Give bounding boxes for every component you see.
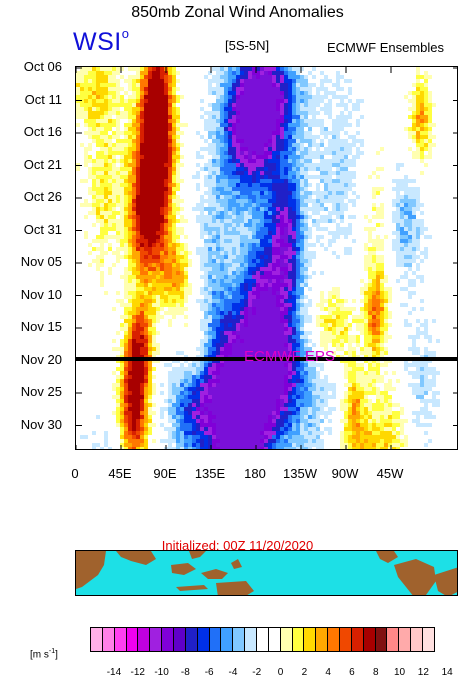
colorbar-swatch: [174, 628, 186, 651]
y-tick-label: Nov 15: [20, 319, 62, 334]
forecast-label: ECMWF EPS: [244, 348, 335, 365]
colorbar-swatch: [399, 628, 412, 651]
colorbar-swatch: [280, 628, 293, 651]
y-tick-label: Oct 06: [23, 59, 62, 74]
y-tick-label: Nov 30: [20, 416, 62, 432]
land-mask: [76, 551, 457, 595]
colorbar-tick-label: 10: [393, 667, 406, 678]
y-tick-label: Nov 10: [20, 286, 62, 302]
colorbar-swatch: [340, 628, 352, 651]
colorbar-swatch: [138, 628, 151, 651]
y-tick-label: Oct 21: [23, 156, 62, 172]
y-tick-label: Oct 11: [24, 91, 62, 107]
colorbar-swatch: [423, 628, 434, 651]
colorbar-swatch: [233, 628, 246, 651]
colorbar-swatch: [363, 628, 376, 651]
region-label: [5S-5N]: [225, 38, 270, 53]
colorbar-tick-label: -10: [154, 667, 169, 678]
initialized-label: Initialized: 00Z 11/20/2020: [161, 538, 314, 553]
x-tick-label: 135W: [283, 466, 317, 481]
colorbar-swatch: [91, 628, 103, 651]
colorbar-tick-label: -6: [204, 667, 214, 678]
colorbar-swatch: [102, 628, 115, 651]
colorbar-tick-label: -2: [252, 667, 262, 678]
colorbar-tick-label: -14: [106, 667, 122, 678]
colorbar-tick-label: 8: [372, 667, 379, 678]
colorbar-swatch: [268, 628, 281, 651]
heatmap-cells: [76, 67, 457, 449]
colorbar-tick-label: 4: [325, 667, 331, 678]
region-map: [75, 550, 458, 596]
x-tick-label: 180: [244, 466, 266, 481]
colorbar: [90, 627, 435, 652]
x-tick-label: 0: [71, 466, 79, 481]
colorbar-tick-label: 6: [349, 667, 355, 678]
colorbar-swatch: [150, 628, 163, 651]
colorbar-tick-label: 2: [301, 667, 308, 678]
colorbar-swatch: [328, 628, 341, 651]
y-tick-label: Oct 26: [23, 189, 62, 204]
colorbar-tick-label: -12: [130, 667, 145, 678]
forecast-start-line: [75, 357, 458, 361]
chart-title: 850mb Zonal Wind Anomalies: [131, 4, 344, 21]
y-tick-label: Nov 20: [20, 351, 62, 367]
hovmoller-plot: [75, 66, 458, 450]
wsi-logo: WSIo: [73, 26, 130, 56]
colorbar-tick-label: 0: [277, 667, 284, 678]
colorbar-swatch: [162, 628, 175, 651]
axis-ticks: [76, 67, 457, 449]
colorbar-swatch: [387, 628, 400, 651]
source-label: ECMWF Ensembles: [327, 40, 445, 55]
colorbar-swatch: [304, 628, 317, 651]
colorbar-swatch: [292, 628, 305, 651]
colorbar-tick-label: 14: [441, 667, 453, 678]
colorbar-swatch: [257, 628, 269, 651]
colorbar-swatch: [411, 628, 424, 651]
colorbar-swatch: [114, 628, 127, 651]
colorbar-swatch: [221, 628, 234, 651]
colorbar-swatch: [185, 628, 198, 651]
colorbar-tick-label: -8: [180, 667, 190, 678]
colorbar-swatch: [209, 628, 222, 651]
colorbar-swatch: [245, 628, 258, 651]
colorbar-swatch: [126, 628, 139, 651]
colorbar-tick-label: -4: [228, 667, 238, 678]
colorbar-tick-label: 12: [417, 667, 429, 678]
colorbar-swatch: [316, 628, 329, 651]
x-tick-label: 135E: [194, 466, 226, 481]
heatmap-canvas: [76, 67, 457, 449]
x-tick-label: 90E: [153, 466, 177, 481]
colorbar-units: [m s-1]: [30, 648, 58, 661]
colorbar-swatch: [197, 628, 210, 651]
y-tick-label: Nov 25: [20, 384, 62, 399]
colorbar-swatch: [351, 628, 364, 651]
y-tick-label: Nov 05: [20, 254, 62, 269]
y-tick-label: Oct 31: [23, 221, 62, 237]
y-tick-label: Oct 16: [23, 124, 62, 139]
x-tick-label: 90W: [331, 466, 359, 481]
x-tick-label: 45E: [108, 466, 132, 481]
colorbar-swatch: [375, 628, 388, 651]
x-tick-label: 45W: [376, 466, 404, 481]
